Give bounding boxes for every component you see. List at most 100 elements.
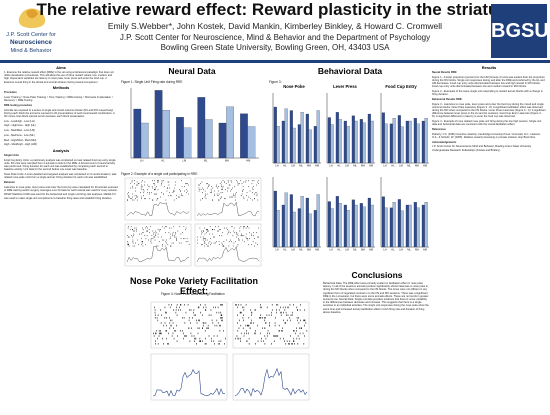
bar xyxy=(405,120,409,164)
spike xyxy=(219,183,221,185)
spike xyxy=(154,236,155,238)
spike xyxy=(257,236,259,238)
bar xyxy=(335,196,339,248)
spike xyxy=(158,332,160,335)
spike xyxy=(144,181,146,183)
spike xyxy=(290,335,291,337)
bar xyxy=(421,204,425,248)
spike xyxy=(132,196,133,198)
spike xyxy=(287,314,289,316)
bar xyxy=(313,210,317,248)
spike xyxy=(129,196,130,198)
spike xyxy=(216,241,217,243)
spike xyxy=(171,235,173,237)
spike xyxy=(180,190,181,192)
tick-label: HL xyxy=(337,164,341,168)
spike xyxy=(166,190,168,192)
spike xyxy=(270,314,272,316)
spike xyxy=(154,239,156,241)
spike xyxy=(127,241,128,243)
spike xyxy=(136,196,137,198)
spike xyxy=(189,340,191,342)
bar xyxy=(416,207,420,248)
tick-label: HM xyxy=(423,164,427,168)
spike xyxy=(155,230,157,232)
spike xyxy=(127,244,128,246)
spike xyxy=(218,343,220,345)
spike xyxy=(228,245,230,247)
spike xyxy=(237,233,239,235)
spike xyxy=(264,343,266,345)
spike xyxy=(241,193,243,195)
spike xyxy=(195,314,196,316)
spike xyxy=(240,180,242,182)
spike xyxy=(147,227,148,229)
spike xyxy=(211,186,212,188)
spike xyxy=(162,239,164,241)
spike xyxy=(194,340,195,342)
spike xyxy=(243,181,245,183)
spike xyxy=(136,181,138,183)
spike xyxy=(206,244,207,246)
spike xyxy=(297,343,299,345)
spike xyxy=(282,306,284,309)
spike xyxy=(193,311,194,314)
spike xyxy=(227,180,229,182)
bar xyxy=(273,106,277,164)
spike xyxy=(220,317,221,319)
bar xyxy=(338,119,342,164)
spike xyxy=(128,192,129,194)
spike xyxy=(220,311,222,314)
spike xyxy=(186,192,187,194)
spike xyxy=(268,314,270,316)
spike xyxy=(161,181,163,183)
spike xyxy=(176,304,178,306)
spike xyxy=(228,230,230,232)
spike xyxy=(156,199,158,201)
spike xyxy=(227,190,229,192)
aims-heading: Aims xyxy=(56,65,66,70)
spike xyxy=(144,235,146,237)
spike xyxy=(282,327,284,329)
spike xyxy=(221,314,222,316)
tick-label: MH xyxy=(415,248,419,252)
spike xyxy=(141,181,143,183)
spike xyxy=(228,187,230,189)
spike xyxy=(197,236,198,238)
spike xyxy=(266,306,268,309)
spike xyxy=(218,235,220,237)
spike xyxy=(200,183,201,185)
spike xyxy=(153,332,154,335)
spike xyxy=(166,226,167,228)
spike xyxy=(201,230,202,232)
spike xyxy=(160,196,161,198)
spike xyxy=(176,198,177,200)
spike xyxy=(216,193,218,195)
spike xyxy=(245,181,247,183)
spike xyxy=(254,332,255,335)
poster-header: J.P. Scott Center for Neuroscience Mind … xyxy=(0,0,550,62)
spike xyxy=(157,319,159,322)
bar xyxy=(381,112,385,164)
spike xyxy=(285,306,286,309)
spike xyxy=(211,340,212,342)
spike xyxy=(154,184,156,186)
spike xyxy=(245,233,247,235)
right-column: Results Neural Results RRE: Figure 1 - A… xyxy=(432,64,546,413)
spike xyxy=(277,335,279,337)
spike xyxy=(202,340,203,342)
spike xyxy=(214,343,215,345)
spike xyxy=(219,343,220,345)
block-item: Low - Med/Med - Low (LM) xyxy=(4,129,35,133)
spike xyxy=(198,190,200,192)
spike xyxy=(186,335,188,337)
spike xyxy=(303,319,304,322)
bgsu-logo: BGSU. xyxy=(491,4,550,58)
spike xyxy=(289,304,291,306)
nose-poke-units-text: Nose Poke Units: A more detailed and tar… xyxy=(4,172,117,180)
bar xyxy=(281,204,285,248)
spike xyxy=(200,304,201,306)
spike xyxy=(282,330,283,332)
spike xyxy=(133,233,135,235)
spike xyxy=(165,232,166,234)
